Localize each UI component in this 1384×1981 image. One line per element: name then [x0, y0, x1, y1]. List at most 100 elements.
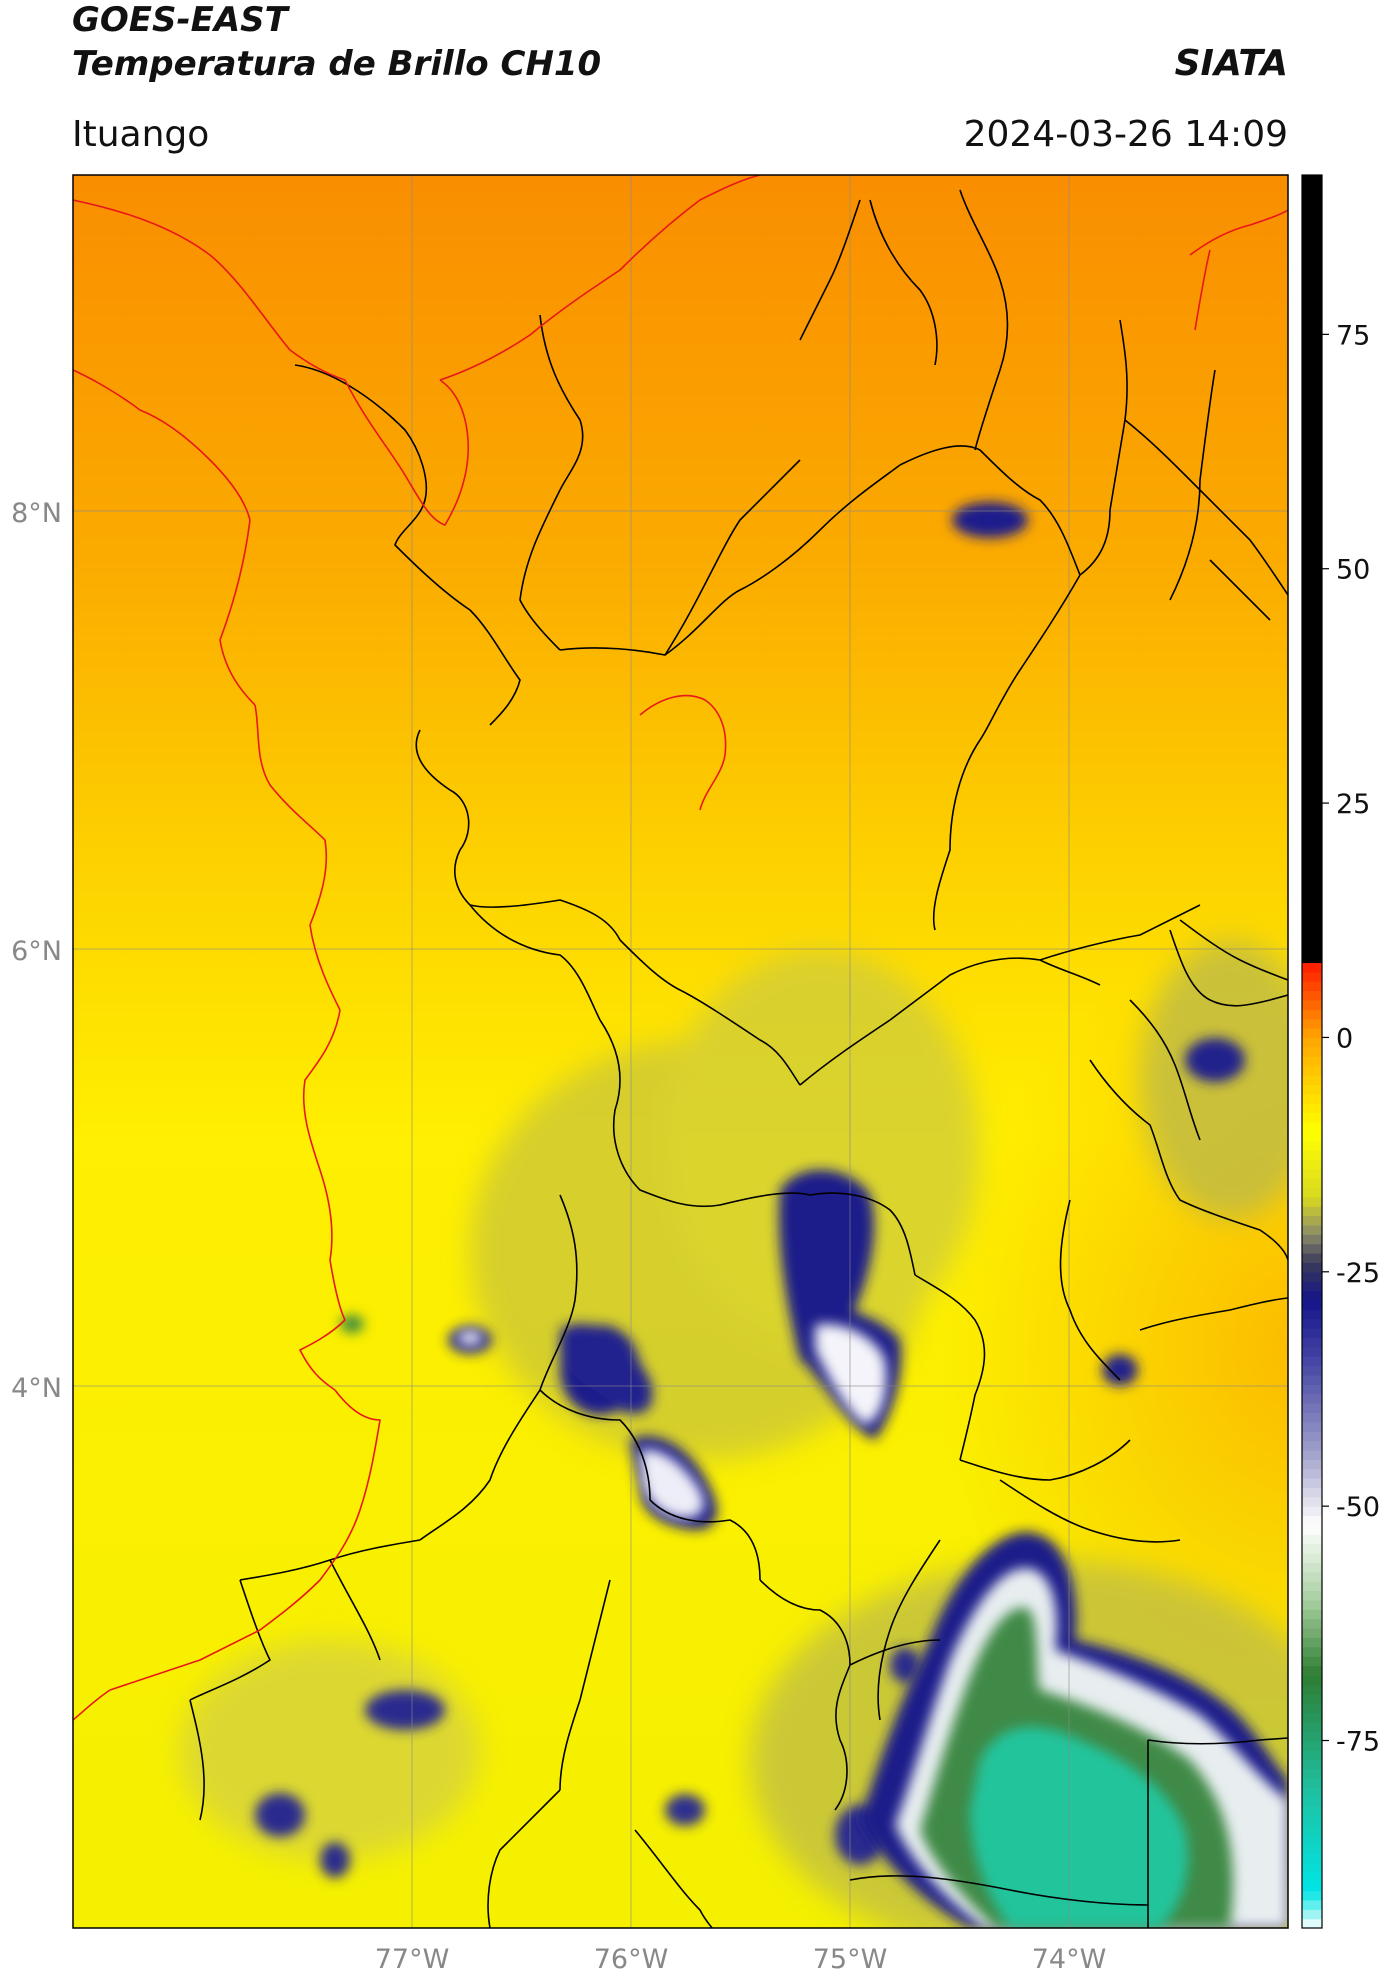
colorbar-band [1302, 999, 1322, 1010]
colorbar-band [1302, 540, 1322, 551]
colorbar-band [1302, 1693, 1322, 1704]
colorbar-band [1302, 859, 1322, 870]
colorbar-band [1302, 1768, 1322, 1779]
colorbar-band [1302, 831, 1322, 842]
colorbar-band [1302, 1599, 1322, 1610]
colorbar-band [1302, 1581, 1322, 1592]
colorbar-band [1302, 1431, 1322, 1442]
colorbar-band [1302, 437, 1322, 448]
colorbar-band [1302, 512, 1322, 523]
colorbar-band [1302, 1843, 1322, 1854]
colorbar-band [1302, 1224, 1322, 1235]
colorbar-band [1302, 1365, 1322, 1376]
colorbar-band [1302, 1149, 1322, 1160]
colorbar-band [1302, 1140, 1322, 1151]
colorbar-band [1302, 840, 1322, 851]
colorbar-band [1302, 1703, 1322, 1713]
colorbar-band [1302, 1815, 1322, 1826]
colorbar-band [1302, 1243, 1322, 1254]
colorbar-band [1302, 578, 1322, 589]
colorbar-band [1302, 728, 1322, 739]
colorbar-band [1302, 259, 1322, 270]
colorbar-band [1302, 1121, 1322, 1132]
colorbar-band [1302, 1506, 1322, 1517]
colorbar-band [1302, 1890, 1322, 1901]
colorbar-band [1302, 296, 1322, 307]
colorbar-band [1302, 1684, 1322, 1695]
colorbar-band [1302, 653, 1322, 664]
colorbar-band [1302, 399, 1322, 410]
colorbar-band [1302, 1253, 1322, 1264]
colorbar-band [1302, 1712, 1322, 1723]
colorbar-frame [1301, 174, 1323, 1929]
colorbar-band [1302, 1206, 1322, 1217]
colorbar-band [1302, 334, 1322, 345]
colorbar-band [1302, 1637, 1322, 1648]
colorbar-band [1302, 990, 1322, 1001]
colorbar-band [1302, 1328, 1322, 1339]
colorbar-band [1302, 1909, 1322, 1920]
colorbar-band [1302, 418, 1322, 429]
cloud-core [255, 1793, 305, 1837]
colorbar-band [1302, 521, 1322, 532]
colorbar-band [1302, 212, 1322, 223]
colorbar-band [1302, 390, 1322, 401]
colorbar-band [1302, 1674, 1322, 1685]
colorbar-band [1302, 962, 1322, 973]
colorbar-band [1302, 793, 1322, 804]
colorbar-band [1302, 934, 1322, 945]
map-content [73, 175, 1288, 1928]
colorbar-band [1302, 1918, 1322, 1929]
colorbar-band [1302, 531, 1322, 542]
colorbar-band [1302, 559, 1322, 570]
colorbar-tick-label: 50 [1336, 555, 1370, 586]
colorbar-band [1302, 774, 1322, 785]
colorbar-band [1302, 718, 1322, 729]
map-frame [72, 174, 1289, 1929]
location-label: Ituango [72, 114, 210, 155]
colorbar-band [1302, 1787, 1322, 1798]
cloud-core [665, 1794, 705, 1826]
lon-label-75: 75°W [813, 1944, 888, 1975]
satellite-title: GOES-EAST [72, 0, 288, 40]
colorbar-band [1302, 803, 1322, 814]
colorbar-band [1302, 615, 1322, 626]
datetime-label: 2024-03-26 14:09 [963, 114, 1288, 155]
colorbar-band [1302, 1056, 1322, 1067]
colorbar-band [1302, 887, 1322, 898]
product-title: Temperatura de Brillo CH10 [72, 44, 602, 84]
colorbar-band [1302, 868, 1322, 879]
colorbar-band [1302, 1093, 1322, 1104]
colorbar-band [1302, 1271, 1322, 1282]
colorbar-band [1302, 1468, 1322, 1479]
colorbar-band [1302, 1534, 1322, 1545]
colorbar-band [1302, 1168, 1322, 1179]
colorbar-band [1302, 681, 1322, 692]
colorbar-band [1302, 1196, 1322, 1207]
colorbar-band [1302, 362, 1322, 373]
colorbar-band [1302, 371, 1322, 382]
colorbar-band [1302, 428, 1322, 439]
colorbar-band [1302, 409, 1322, 420]
colorbar-band [1302, 484, 1322, 495]
colorbar-band [1302, 343, 1322, 354]
colorbar-band [1302, 878, 1322, 889]
colorbar-band [1302, 1065, 1322, 1076]
colorbar-band [1302, 1749, 1322, 1760]
lat-ticks: 8°N 6°N 4°N [11, 498, 62, 1404]
lon-label-74: 74°W [1032, 1944, 1107, 1975]
lon-ticks: 77°W 76°W 75°W 74°W [375, 1944, 1107, 1975]
colorbar-band [1302, 1384, 1322, 1395]
cold-cloud-tops [340, 1315, 887, 1519]
gridlines [73, 175, 1288, 1928]
colorbar-band [1302, 1731, 1322, 1742]
colorbar-band [1302, 1515, 1322, 1526]
colorbar-band [1302, 896, 1322, 907]
colorbar-band [1302, 662, 1322, 673]
colorbar-band [1302, 943, 1322, 954]
colorbar-band [1302, 268, 1322, 279]
colorbar-tick-label: -25 [1336, 1258, 1380, 1289]
colorbar-band [1302, 1618, 1322, 1629]
colorbar-ticks: 75 50 25 0 -25 -50 -75 [1322, 320, 1380, 1758]
colorbar-band [1302, 1337, 1322, 1348]
